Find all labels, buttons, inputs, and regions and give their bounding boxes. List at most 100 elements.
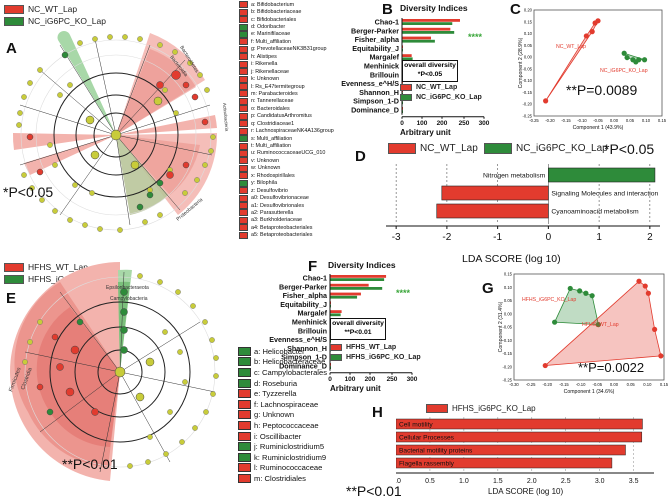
taxa-legend-item: q: Clostridiaceae1: [239, 120, 389, 128]
y-tick-label: -0.20: [522, 102, 532, 107]
lda-category-label: Nitrogen metabolism: [483, 173, 546, 180]
lda-category-label: Cellular Processes: [399, 435, 455, 442]
taxa-label: c: Campylobacterales: [254, 367, 328, 377]
tick-label: -2: [442, 232, 451, 243]
tick-label: 250: [459, 120, 470, 126]
sample-point: [641, 57, 648, 63]
legend-label: NC_iG6PC_KO_Lap: [28, 16, 106, 26]
tick-label: -3: [392, 232, 401, 243]
taxa-label: l: Ruminococcaceae: [254, 463, 323, 473]
lda-category-label: Signaling Molecules and interaction: [551, 191, 658, 198]
taxa-label: b: Bifidobacteriaceae: [251, 9, 302, 16]
taxa-label: a: Helicobacter: [254, 346, 305, 356]
y-tick-label: 0.10: [524, 31, 533, 36]
category-label: Simpson_1-D: [281, 353, 327, 362]
y-tick-label: -0.15: [502, 351, 512, 356]
panel-d-letter: D: [355, 148, 366, 165]
sample-point: [589, 29, 595, 35]
taxa-legend-item: a: Bifidobacterium: [239, 1, 389, 9]
legend-label: HFHS_iG6PC_KO_Lap: [452, 404, 536, 413]
x-tick-label: 0.10: [643, 382, 652, 387]
clade-label-campylobacteria: Campylobacteria: [110, 296, 148, 302]
tick-label: 0: [400, 120, 404, 126]
taxa-swatch: [238, 389, 251, 399]
sample-point: [583, 33, 589, 39]
taxa-swatch: [238, 399, 251, 409]
taxa-swatch: [239, 231, 248, 239]
taxa-legend-item: k: Unknown: [239, 75, 389, 83]
taxa-legend-item: e: Tyzzerella: [238, 388, 353, 399]
taxa-label: r: LachnospiraceaeNK4A136group: [251, 128, 334, 135]
taxa-swatch: [239, 135, 248, 143]
diversity-bar: [330, 275, 387, 278]
diversity-bar: [402, 57, 413, 61]
taxa-swatch: [239, 194, 248, 202]
taxa-legend-item: a4: Betaproteobacteriales: [239, 224, 389, 232]
category-label: Menhinick: [292, 318, 327, 327]
taxa-legend-item: z: Desulfovibrio: [239, 187, 389, 195]
x-tick-label: 0.00: [610, 118, 619, 123]
taxa-label: j: Rikenellaceae: [251, 68, 290, 75]
y-tick-label: -0.10: [522, 78, 532, 83]
diversity-bar: [402, 19, 460, 22]
panel-f-title: Diversity Indices: [328, 260, 396, 270]
x-tick-label: -0.10: [577, 118, 587, 123]
panel-h-letter: H: [372, 404, 383, 421]
lda-bar: [396, 457, 613, 469]
diversity-bar: [402, 54, 412, 57]
tick-label: 300: [407, 376, 418, 382]
x-tick-label: -0.30: [509, 382, 519, 387]
tick-label: 0: [328, 376, 332, 382]
lda-bar: [396, 431, 643, 443]
panel-a-legend-wt: NC_WT_Lap: [4, 4, 77, 14]
panel-e-pvalue: **P<0.01: [62, 456, 118, 472]
tick-label: 1: [596, 232, 602, 243]
box-title: overall diversity: [332, 320, 384, 327]
taxa-legend-item: h: Peptococcaceae: [238, 420, 353, 431]
taxa-label: a1: Desulfovibrionales: [251, 202, 305, 209]
panel-e-taxa-legend: a: Helicobacter b: Helicobacteraceae c: Ca…: [238, 346, 353, 484]
panel-b-title: Diversity Indices: [400, 3, 468, 13]
category-label: Chao-1: [375, 18, 399, 27]
taxa-label: b: Helicobacteraceae: [254, 357, 326, 367]
sample-point: [567, 285, 573, 292]
taxa-label: m: Parabacteroides: [251, 90, 298, 97]
y-tick-label: 0.15: [524, 19, 533, 24]
taxa-legend-item: i: Oscillibacter: [238, 431, 353, 442]
taxa-legend-item: l: Rs_E47termitegroup: [239, 83, 389, 91]
lda-bar: [441, 185, 549, 201]
taxa-label: n: Tannerellaceae: [251, 98, 294, 105]
significance-stars: ****: [468, 32, 483, 42]
taxa-label: d: Roseburia: [254, 378, 298, 388]
panel-c-pvalue: **P=0.0089: [566, 82, 638, 98]
taxa-legend-item: s: Multi_affiliation: [239, 135, 389, 143]
y-tick-label: -0.05: [502, 325, 512, 330]
category-label: Berger-Parker: [351, 26, 399, 35]
x-tick-label: -0.25: [526, 382, 536, 387]
taxa-label: l: Rs_E47termitegroup: [251, 83, 305, 90]
taxa-swatch: [239, 38, 248, 46]
taxa-label: h: Peptococcaceae: [254, 420, 319, 430]
taxa-legend-item: m: Clostridiales: [238, 473, 353, 484]
x-tick-label: -0.05: [593, 118, 603, 123]
legend-label: NC_iG6PC_KO_Lap: [516, 143, 608, 154]
sample-point: [589, 293, 595, 299]
taxa-label: h: Alistipes: [251, 53, 277, 60]
taxa-legend-item: c: Bifidobacteriales: [239, 16, 389, 24]
panel-g-pvalue: **P=0.0022: [578, 360, 645, 375]
taxa-legend-item: g: Unknown: [238, 410, 353, 421]
taxa-swatch: [239, 149, 248, 157]
box-pvalue: *P<0.05: [417, 71, 443, 78]
box-title: overall diversity: [404, 62, 456, 69]
panel-f-xlabel: Arbitrary unit: [330, 384, 381, 393]
lda-category-label: Cyanoaminoacid metabolism: [551, 209, 639, 216]
sample-point: [621, 50, 627, 56]
category-label: Equitability_J: [352, 44, 399, 53]
panel-e-letter: E: [6, 290, 17, 307]
legend-swatch-green: [4, 274, 24, 284]
x-tick-label: 0.05: [626, 118, 635, 123]
taxa-label: a2: Parasutterella: [251, 209, 294, 216]
taxa-label: e: Tyzzerella: [254, 389, 297, 399]
tick-label: 100: [345, 376, 356, 382]
taxa-legend-item: d: Odoribacter: [239, 23, 389, 31]
